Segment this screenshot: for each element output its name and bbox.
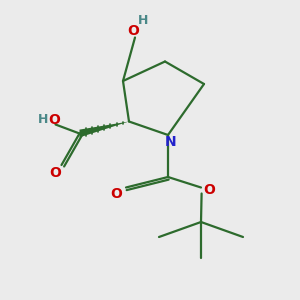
Text: O: O bbox=[203, 183, 215, 197]
Text: H: H bbox=[138, 14, 148, 27]
Text: N: N bbox=[165, 135, 177, 148]
Text: O: O bbox=[110, 187, 122, 200]
Text: H: H bbox=[38, 112, 48, 126]
Text: O: O bbox=[128, 24, 140, 38]
Text: O: O bbox=[48, 113, 60, 127]
Text: O: O bbox=[49, 167, 61, 180]
Polygon shape bbox=[80, 122, 129, 137]
